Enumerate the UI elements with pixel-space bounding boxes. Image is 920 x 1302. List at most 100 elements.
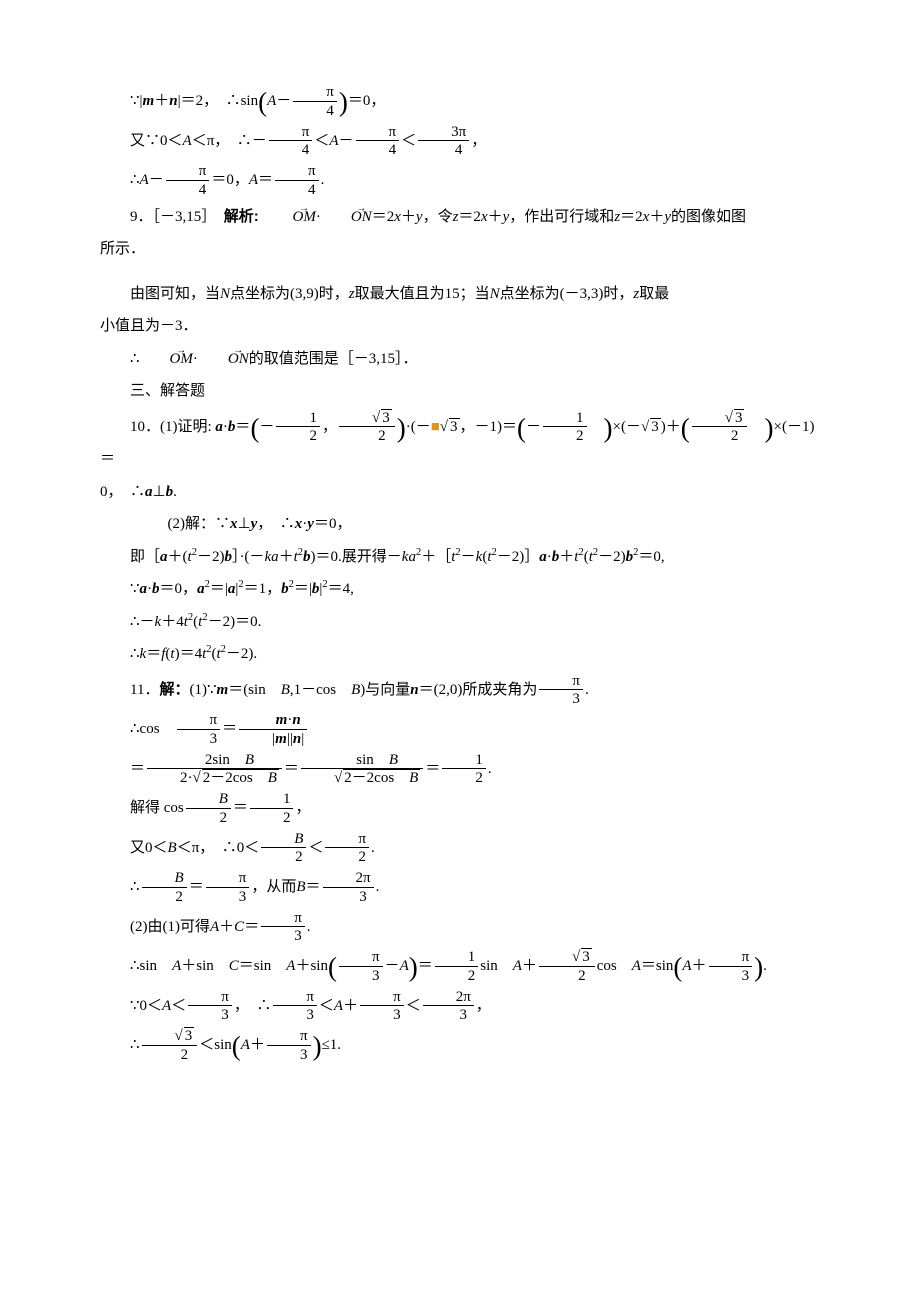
den: 3: [206, 888, 250, 906]
frac: 12: [543, 410, 587, 446]
var-A: A: [210, 919, 219, 935]
txt: ＜: [401, 133, 416, 149]
frac-pi-4: π4: [293, 84, 337, 120]
txt: ⊥: [238, 516, 251, 532]
txt: ∴: [130, 879, 140, 895]
txt: ,1－cos: [290, 682, 351, 698]
txt: ＝|: [294, 581, 312, 597]
txt: ＝sin: [641, 958, 674, 974]
den: 3: [188, 1006, 232, 1024]
txt: ＝: [146, 646, 161, 662]
var-A: A: [334, 998, 343, 1014]
txt: )＋: [661, 419, 681, 435]
txt: ＋: [343, 998, 358, 1014]
den: √2－2cos B: [301, 769, 423, 787]
num: B: [261, 831, 306, 849]
vec-b: b: [152, 581, 160, 597]
num: 3π: [418, 124, 469, 142]
vec-m: m: [275, 731, 287, 747]
txt: 2－2cos: [344, 770, 409, 786]
label-jie: 解：: [159, 681, 189, 698]
txt: －: [461, 549, 476, 565]
txt: ＋: [649, 209, 664, 225]
den: 3: [539, 690, 583, 708]
txt: ∴: [130, 1037, 140, 1053]
q10-line1b: 0， ∴a⊥b.: [100, 478, 820, 507]
txt: 又0＜: [130, 840, 168, 856]
txt: ＝2: [458, 209, 481, 225]
var-A: A: [140, 172, 149, 188]
rparen-icon: ): [397, 412, 406, 442]
txt: ＝0，: [160, 581, 198, 597]
marker-icon: ■: [431, 419, 440, 435]
num: π: [269, 124, 313, 142]
vec-n: n: [293, 731, 301, 747]
vec-a: a: [197, 581, 205, 597]
txt: ＝: [130, 761, 145, 777]
txt: ＝|: [210, 581, 228, 597]
den: 2: [543, 427, 587, 445]
frac: 12: [442, 752, 486, 788]
txt: 10．(1)证明:: [130, 419, 212, 435]
q10-p6: ∴k＝f(t)＝4t2(t2－2).: [100, 640, 820, 669]
den: 2: [261, 848, 306, 866]
sqrt-3: 3: [184, 1027, 195, 1044]
txt: 点坐标为(－3,3)时，: [500, 286, 634, 302]
den: 2: [339, 427, 395, 445]
num: √3: [339, 410, 395, 428]
lparen-icon: (: [517, 412, 526, 442]
txt: ＜: [406, 998, 421, 1014]
num: 1: [543, 410, 587, 428]
vec-OM: →OM: [140, 345, 193, 374]
den: 3: [177, 730, 221, 748]
den: 2: [142, 888, 187, 906]
frac: B2: [261, 831, 306, 867]
q11-line7: ∴sin A＋sin C＝sin A＋sin(π3－A)＝12sin A＋√32…: [100, 949, 820, 985]
frac: 12: [435, 949, 479, 985]
txt: 由图可知，当: [130, 286, 220, 302]
q11-line1: 11．解：(1)∵m＝(sin B,1－cos B)与向量n＝(2,0)所成夹角…: [100, 673, 820, 709]
txt: －2): [598, 549, 626, 565]
txt: ∴cos: [130, 721, 175, 737]
txt: 即［: [130, 549, 160, 565]
txt: )与向量: [360, 682, 410, 698]
txt: ＋: [250, 1037, 265, 1053]
var-N: N: [220, 286, 230, 302]
den: 4: [166, 181, 210, 199]
txt: ＝0，: [348, 93, 386, 109]
den: 2: [692, 427, 748, 445]
txt: ，: [295, 800, 310, 816]
num: π: [293, 84, 337, 102]
txt: (2)由(1)可得: [130, 919, 210, 935]
txt: )＝0.展开得－: [311, 549, 402, 565]
vec-m: m: [217, 682, 229, 698]
den: 3: [261, 927, 305, 945]
txt: ＜: [314, 133, 329, 149]
frac: m·n|m||n|: [239, 712, 307, 748]
frac: π4: [356, 124, 400, 160]
vec-arrow-icon: →: [198, 341, 249, 360]
txt: ＝: [418, 958, 433, 974]
txt: ∴: [130, 351, 140, 367]
num: π: [709, 949, 753, 967]
num: π: [275, 163, 319, 181]
txt: ＝: [244, 919, 259, 935]
txt: ＋sin: [295, 958, 328, 974]
den: 2: [539, 967, 595, 985]
rparen-icon: ): [604, 412, 613, 442]
frac: π4: [166, 163, 210, 199]
frac: π3: [360, 989, 404, 1025]
den: 2: [435, 967, 479, 985]
txt: .: [376, 879, 380, 895]
q11-line8: ∵0＜A＜π3， ∴π3＜A＋π3＜2π3，: [100, 989, 820, 1025]
num: π: [177, 712, 221, 730]
q9-line1-end: 所示．: [100, 235, 820, 264]
lparen-icon: (: [250, 412, 259, 442]
txt: ＝(sin: [228, 682, 281, 698]
frac: π3: [273, 989, 317, 1025]
sqrt: 2－2cos B: [343, 769, 420, 786]
txt: (2)解：∵: [168, 516, 231, 532]
math-line-1: ∵|m＋n|＝2， ∴sin(A－π4)＝0，: [100, 84, 820, 120]
num: sin B: [301, 752, 423, 770]
txt: |＝2， ∴sin: [178, 93, 259, 109]
